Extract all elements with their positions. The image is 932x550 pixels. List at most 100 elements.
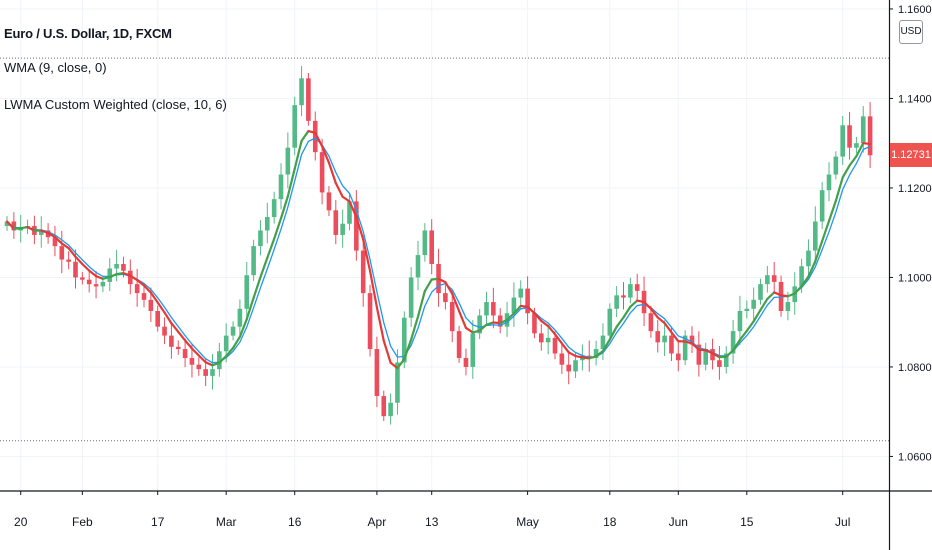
- wma-legend[interactable]: WMA (9, close, 0): [4, 60, 107, 75]
- candle-body: [182, 349, 188, 358]
- candle-body: [114, 264, 119, 269]
- lwma-segment: [505, 312, 516, 322]
- lwma-segment: [94, 274, 105, 280]
- candle-body: [11, 221, 17, 231]
- lwma-segment: [430, 277, 440, 281]
- candle-body: [751, 299, 756, 309]
- candle-body: [169, 335, 174, 347]
- candle-body: [148, 299, 154, 312]
- lwma-segment: [252, 276, 262, 299]
- candle-body: [107, 268, 113, 282]
- lwma-segment: [533, 312, 543, 323]
- lwma-segment: [389, 361, 399, 370]
- candle-body: [326, 192, 332, 211]
- candle-body: [52, 237, 58, 247]
- lwma-segment: [184, 339, 194, 350]
- lwma-segment: [834, 176, 844, 202]
- candle-body: [66, 259, 71, 262]
- candle-body: [402, 317, 407, 363]
- candle-body: [669, 335, 674, 354]
- lwma-segment: [540, 319, 550, 328]
- candle-body: [573, 360, 578, 372]
- lwma-segment: [492, 321, 502, 325]
- lwma-segment: [704, 349, 714, 355]
- lwma-segment: [211, 361, 221, 367]
- time-tick-label: 17: [151, 515, 165, 529]
- symbol-title[interactable]: Euro / U.S. Dollar, 1D, FXCM: [4, 26, 172, 41]
- lwma-segment: [273, 217, 283, 240]
- candle-body: [662, 335, 667, 343]
- candle-body: [710, 349, 715, 361]
- candle-body: [93, 284, 99, 287]
- time-tick-label: May: [516, 515, 539, 529]
- lwma-segment: [81, 262, 91, 272]
- lwma-segment: [827, 199, 837, 223]
- lwma-segment: [588, 355, 598, 360]
- lwma-segment: [752, 308, 762, 323]
- candle-body: [429, 230, 434, 265]
- lwma-segment: [807, 260, 817, 278]
- lwma-segment: [26, 226, 36, 232]
- lwma-segment: [731, 338, 742, 352]
- lwma-segment: [690, 342, 700, 351]
- currency-button[interactable]: USD: [899, 20, 923, 44]
- candle-body: [38, 230, 44, 235]
- candle-body: [196, 364, 202, 370]
- candle-body: [223, 335, 229, 352]
- candle-body: [737, 311, 743, 332]
- lwma-segment: [745, 320, 755, 332]
- lwma-segment: [766, 291, 776, 301]
- candle-body: [765, 275, 770, 285]
- candle-body: [833, 156, 839, 175]
- candle-body: [552, 337, 558, 354]
- candle-body: [449, 302, 455, 332]
- lwma-segment: [129, 274, 139, 282]
- candle-body: [799, 266, 804, 287]
- lwma-legend[interactable]: LWMA Custom Weighted (close, 10, 6): [4, 97, 227, 112]
- candle-body: [470, 333, 476, 367]
- candle-body: [771, 275, 777, 282]
- candle-body: [628, 284, 633, 298]
- lwma-segment: [738, 329, 748, 341]
- candle-body: [86, 279, 92, 285]
- lwma-segment: [821, 219, 831, 243]
- candle-body: [422, 230, 428, 256]
- candle-body: [785, 302, 791, 312]
- lwma-segment: [341, 195, 351, 203]
- candle-body: [682, 335, 688, 361]
- lwma-segment: [5, 220, 15, 230]
- time-tick-label: Feb: [72, 515, 93, 529]
- candle-body: [134, 284, 140, 294]
- lwma-segment: [649, 307, 659, 319]
- candle-body: [388, 402, 393, 417]
- lwma-segment: [122, 272, 132, 277]
- lwma-segment: [197, 354, 207, 364]
- lwma-segment: [19, 226, 29, 230]
- candle-body: [655, 331, 661, 343]
- candle-body: [600, 335, 606, 350]
- lwma-segment: [622, 305, 632, 319]
- price-tick-label: 1.16000: [898, 4, 932, 16]
- lwma-segment: [471, 329, 481, 334]
- lwma-segment: [238, 318, 248, 338]
- candle-body: [443, 293, 448, 303]
- lwma-segment: [218, 354, 228, 364]
- lwma-segment: [423, 278, 433, 293]
- lwma-segment: [190, 347, 200, 357]
- lwma-segment: [437, 277, 447, 284]
- lwma-segment: [108, 272, 118, 279]
- candle-body: [347, 201, 352, 224]
- candle-body: [696, 344, 702, 365]
- lwma-segment: [225, 346, 235, 358]
- lwma-segment: [526, 305, 536, 315]
- lwma-segment: [156, 301, 166, 314]
- lwma-segment: [814, 239, 824, 263]
- lwma-segment: [293, 139, 303, 170]
- candle-body: [676, 353, 681, 361]
- candle-body: [395, 362, 400, 403]
- lwma-segment: [519, 304, 529, 308]
- lwma-segment: [759, 297, 769, 312]
- candle-body: [634, 284, 640, 291]
- candle-body: [511, 297, 517, 314]
